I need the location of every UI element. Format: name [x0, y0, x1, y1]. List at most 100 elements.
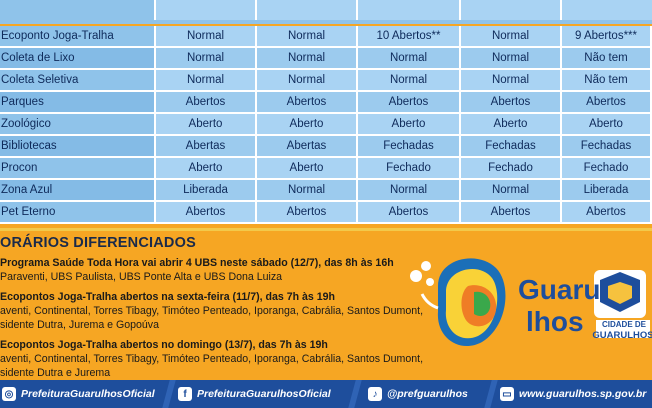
cell-value: Aberto [358, 114, 461, 136]
item-body: Paraventi, UBS Paulista, UBS Ponte Alta … [0, 271, 283, 283]
cell-value: Abertos [156, 92, 257, 114]
cell-value: Aberto [257, 158, 358, 180]
cell-value: Abertos [257, 202, 358, 224]
special-hours-title: ORÁRIOS DIFERENCIADOS [0, 235, 196, 251]
instagram-icon: ◎ [2, 387, 16, 401]
table-row: Bibliotecas Abertas Abertas Fechadas Fec… [0, 136, 652, 158]
footer-link-text: PrefeituraGuarulhosOficial [21, 388, 155, 400]
cell-value: Aberto [562, 114, 652, 136]
table-row: Pet Eterno Abertos Abertos Abertos Abert… [0, 202, 652, 224]
footer-social-bar: ◎ PrefeituraGuarulhosOficial f Prefeitur… [0, 380, 652, 408]
cell-value: Aberto [461, 114, 562, 136]
item-body: sidente Dutra e Jurema [0, 367, 111, 379]
footer-link-text: www.guarulhos.sp.gov.br [519, 388, 647, 400]
cell-value: Normal [257, 70, 358, 92]
cell-value: Não tem [562, 70, 652, 92]
item-heading: Ecopontos Joga-Tralha abertos no domingo… [0, 339, 328, 351]
divider [0, 228, 652, 231]
row-label: Coleta Seletiva [0, 70, 156, 92]
cell-value: Normal [461, 180, 562, 202]
cell-value: Normal [257, 26, 358, 48]
row-label: Coleta de Lixo [0, 48, 156, 70]
cell-value: Abertos [257, 92, 358, 114]
cell-value: Fechadas [358, 136, 461, 158]
cell-value: Abertas [156, 136, 257, 158]
cell-value: Abertos [461, 202, 562, 224]
cell-value: Fechado [562, 158, 652, 180]
cell-value: Abertos [156, 202, 257, 224]
cell-value: Abertos [461, 92, 562, 114]
table-row: Coleta Seletiva Normal Normal Normal Nor… [0, 70, 652, 92]
cell-value: Normal [358, 48, 461, 70]
cut-off-row [0, 0, 652, 24]
footer-link-text: @prefguarulhos [387, 388, 468, 400]
item-body: aventi, Continental, Torres Tibagy, Timó… [0, 305, 424, 317]
cell-value: Normal [156, 70, 257, 92]
table-row: Coleta de Lixo Normal Normal Normal Norm… [0, 48, 652, 70]
logo-area: Guaru lhos CIDADE DE GUARULHOS [408, 246, 652, 368]
footer-website-link[interactable]: ▭ www.guarulhos.sp.gov.br [500, 386, 646, 402]
item-body: sidente Dutra, Jurema e Gopoúva [0, 319, 159, 331]
cell-value: Abertos [358, 92, 461, 114]
row-label: Zoológico [0, 114, 156, 136]
item-body: aventi, Continental, Torres Tibagy, Timó… [0, 353, 424, 365]
cell-value: Liberada [562, 180, 652, 202]
facebook-icon: f [178, 387, 192, 401]
cell-value: Normal [257, 180, 358, 202]
cell-value: Normal [461, 48, 562, 70]
table-row: Zoológico Aberto Aberto Aberto Aberto Ab… [0, 114, 652, 136]
cell-value: Aberto [156, 158, 257, 180]
footer-facebook-link[interactable]: f PrefeituraGuarulhosOficial [178, 386, 331, 402]
guarulhos-logo-icon [410, 258, 650, 347]
cell-value: Aberto [257, 114, 358, 136]
special-hours-item: Ecopontos Joga-Tralha abertos na sexta-f… [0, 290, 423, 332]
row-label: Bibliotecas [0, 136, 156, 158]
footer-separator [162, 380, 176, 408]
row-label: Ecoponto Joga-Tralha [0, 26, 156, 48]
cell-value: Liberada [156, 180, 257, 202]
web-icon: ▭ [500, 387, 514, 401]
row-label: Parques [0, 92, 156, 114]
logo-wordmark-line1: Guaru [518, 274, 601, 305]
cell-value: Normal [156, 26, 257, 48]
table-row: Parques Abertos Abertos Abertos Abertos … [0, 92, 652, 114]
schedule-table: Ecoponto Joga-Tralha Normal Normal 10 Ab… [0, 26, 652, 224]
cell-value: Normal [461, 70, 562, 92]
table-row: Procon Aberto Aberto Fechado Fechado Fec… [0, 158, 652, 180]
cell-value: Fechadas [562, 136, 652, 158]
footer-separator [348, 380, 362, 408]
row-label: Zona Azul [0, 180, 156, 202]
row-label: Procon [0, 158, 156, 180]
cell-value: Abertos [358, 202, 461, 224]
cell-value: Abertos [562, 92, 652, 114]
item-heading: Programa Saúde Toda Hora vai abrir 4 UBS… [0, 257, 394, 269]
footer-tiktok-link[interactable]: ♪ @prefguarulhos [368, 386, 468, 402]
cell-value: Aberto [156, 114, 257, 136]
special-hours-item: Programa Saúde Toda Hora vai abrir 4 UBS… [0, 256, 394, 284]
cell-value: Abertos [562, 202, 652, 224]
cell-value: Normal [358, 180, 461, 202]
cell-value: Normal [156, 48, 257, 70]
tiktok-icon: ♪ [368, 387, 382, 401]
footer-separator [484, 380, 498, 408]
row-label: Pet Eterno [0, 202, 156, 224]
logo-wordmark-line2: lhos [526, 306, 584, 337]
cell-value: Normal [461, 26, 562, 48]
cell-value: Normal [358, 70, 461, 92]
special-hours-item: Ecopontos Joga-Tralha abertos no domingo… [0, 338, 423, 380]
footer-link-text: PrefeituraGuarulhosOficial [197, 388, 331, 400]
cell-value: 9 Abertos*** [562, 26, 652, 48]
footer-instagram-link[interactable]: ◎ PrefeituraGuarulhosOficial [2, 386, 155, 402]
item-heading: Ecopontos Joga-Tralha abertos na sexta-f… [0, 291, 336, 303]
table-row: Ecoponto Joga-Tralha Normal Normal 10 Ab… [0, 26, 652, 48]
cell-value: Não tem [562, 48, 652, 70]
seal-caption-2: GUARULHOS [592, 330, 652, 341]
cell-value: Abertas [257, 136, 358, 158]
special-hours-panel: ORÁRIOS DIFERENCIADOS Programa Saúde Tod… [0, 228, 652, 380]
cell-value: Fechado [358, 158, 461, 180]
cell-value: 10 Abertos** [358, 26, 461, 48]
cell-value: Normal [257, 48, 358, 70]
cell-value: Fechadas [461, 136, 562, 158]
cell-value: Fechado [461, 158, 562, 180]
seal-caption-1: CIDADE DE [601, 320, 646, 329]
